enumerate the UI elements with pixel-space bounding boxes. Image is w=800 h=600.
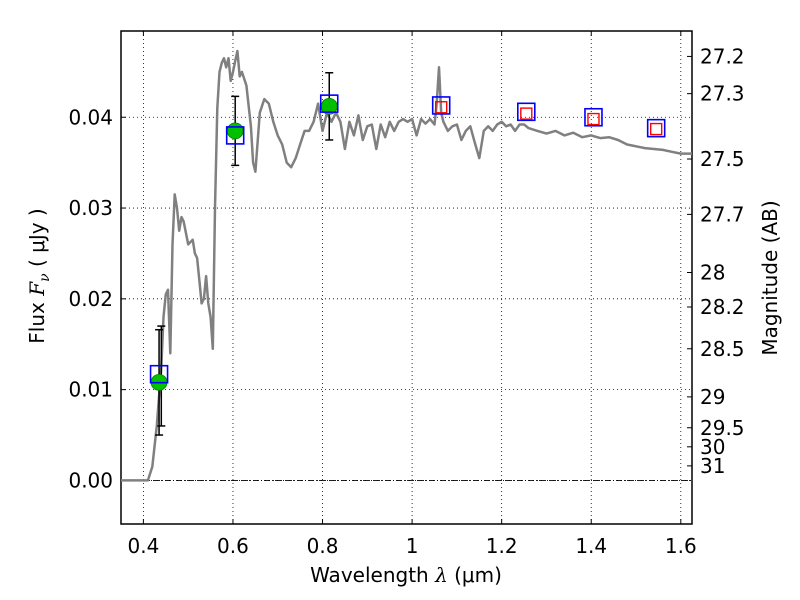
- x-axis-title: Wavelength λ (μm): [310, 563, 502, 587]
- y2-tick-label: 27.7: [700, 202, 745, 226]
- axes: [120, 30, 693, 525]
- y-tick-label: 0.00: [68, 468, 113, 492]
- y2-tick-label: 28.2: [700, 295, 745, 319]
- plot-frame: [120, 30, 693, 525]
- x-tick-label: 1.4: [575, 534, 607, 558]
- y2-tick-label: 29: [700, 385, 725, 409]
- x-tick-label: 1.6: [665, 534, 697, 558]
- y-axis-title-prefix: Flux: [25, 302, 49, 344]
- model-box: [516, 102, 536, 122]
- observed-point: [226, 122, 244, 140]
- x-axis-title-prefix: Wavelength: [310, 563, 429, 587]
- predicted-boxes: [435, 101, 663, 136]
- y-axis-title-symbol: F: [25, 281, 49, 297]
- x-axis-title-symbol: λ: [434, 563, 448, 587]
- y2-tick-label: 27.3: [700, 82, 745, 106]
- y2-tick-label: 30: [700, 435, 725, 459]
- model-sed-line: [121, 49, 692, 482]
- predicted-box: [649, 122, 663, 136]
- x-tick-label: 1.2: [486, 534, 518, 558]
- predicted-box: [435, 101, 448, 114]
- predicted-box: [520, 107, 533, 120]
- x-tick-label: 0.4: [127, 534, 159, 558]
- y2-tick-label: 29.5: [700, 416, 745, 440]
- model-box: [431, 96, 451, 115]
- model-box: [584, 107, 603, 127]
- y2-tick-label: 27.5: [700, 147, 745, 171]
- y2-tick-label: 31: [700, 454, 725, 478]
- predicted-box: [587, 112, 600, 126]
- model-box: [225, 126, 245, 145]
- x-tick-label: 0.6: [217, 534, 249, 558]
- x-tick-label: 0.8: [307, 534, 339, 558]
- y2-tick-label: 28.5: [700, 337, 745, 361]
- ticks: 0.4 0.6 0.8 1 1.2 1.4 1.6 0.00 0.01 0.02 0.03 0.04 2…: [68, 31, 745, 558]
- model-boxes: [149, 94, 666, 384]
- y-tick-label: 0.01: [68, 378, 113, 402]
- y-axis-title-unit: ( μJy ): [25, 208, 49, 267]
- x-tick-label: 1: [406, 534, 419, 558]
- model-box: [149, 364, 169, 384]
- y-tick-label: 0.04: [68, 105, 113, 129]
- model-box: [319, 94, 339, 113]
- y-axis-title: Flux Fν ( μJy ): [25, 208, 53, 343]
- y-tick-label: 0.02: [68, 287, 113, 311]
- y2-tick-label: 27.2: [700, 44, 745, 68]
- y2-axis-title: Magnitude (AB): [758, 200, 782, 355]
- y-axis-title-sub: ν: [37, 273, 53, 282]
- model-box: [646, 118, 666, 138]
- y2-tick-label: 28: [700, 261, 725, 285]
- y-tick-label: 0.03: [68, 196, 113, 220]
- x-axis-title-unit: (μm): [454, 563, 502, 587]
